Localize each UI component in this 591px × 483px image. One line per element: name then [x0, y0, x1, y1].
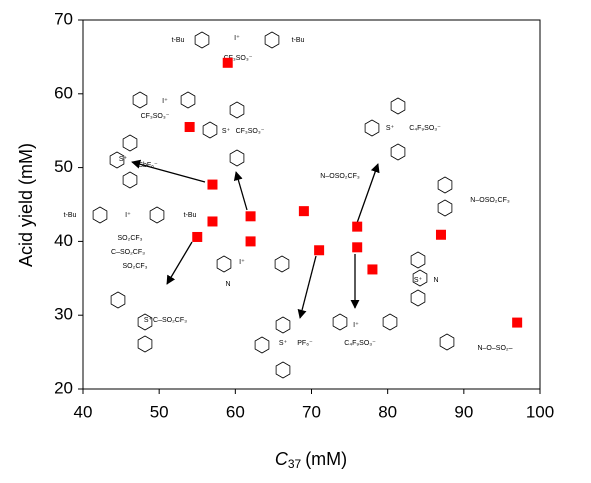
- structure-label: N–OSO₂CF₃: [320, 173, 360, 180]
- structure-ring: [194, 31, 210, 49]
- structure-ring: [229, 101, 245, 119]
- data-point: [245, 211, 256, 222]
- data-point: [245, 236, 256, 247]
- structure-label: S⁺: [119, 156, 128, 163]
- x-tick-label: 100: [526, 402, 554, 421]
- structure-ring: [332, 313, 348, 331]
- structure-label: SO₂CF₃: [122, 263, 147, 270]
- structure-label: t-Bu: [172, 37, 185, 44]
- structure-ring: [264, 31, 280, 49]
- structure-label: I⁺: [239, 259, 245, 266]
- y-tick-label: 30: [54, 305, 73, 324]
- structure-label: N–OSO₂CF₃: [470, 197, 510, 204]
- structure-label: C₄F₉SO₃⁻: [344, 340, 376, 347]
- structure-label: SbF₆⁻: [138, 162, 158, 169]
- structure-ring: [137, 313, 153, 331]
- y-tick-label: 60: [54, 83, 73, 102]
- structure-ring: [149, 206, 165, 224]
- structure-label: t-Bu: [184, 212, 197, 219]
- data-point: [192, 231, 203, 242]
- structure-label: I⁺: [234, 35, 240, 42]
- structure-ring: [390, 97, 406, 115]
- x-tick-label: 70: [302, 402, 321, 421]
- y-axis-label: Acid yield (mM): [16, 143, 36, 267]
- structure-label: I⁺: [162, 98, 168, 105]
- x-label-unit: (mM): [305, 449, 347, 469]
- data-point: [222, 57, 233, 68]
- structure-label: N: [225, 281, 230, 288]
- structure-label: CF₃SO₃⁻: [224, 55, 253, 62]
- data-point: [512, 317, 523, 328]
- structure-label: S⁺: [144, 317, 153, 324]
- structure-ring: [437, 199, 453, 217]
- data-point: [314, 245, 325, 256]
- structure-label: I⁺: [353, 322, 359, 329]
- data-point: [207, 179, 218, 190]
- structure-label: S⁺: [279, 340, 288, 347]
- structure-ring: [216, 255, 232, 273]
- structure-ring: [274, 255, 290, 273]
- structure-ring: [439, 333, 455, 351]
- structure-label: C–SO₂CF₃: [153, 317, 187, 324]
- structure-ring: [137, 335, 153, 353]
- structure-ring: [437, 176, 453, 194]
- structure-label: S⁺: [414, 277, 423, 284]
- y-tick-label: 50: [54, 157, 73, 176]
- structure-ring: [110, 291, 126, 309]
- structure-ring: [364, 119, 380, 137]
- structure-ring: [122, 171, 138, 189]
- structure-label: N: [433, 277, 438, 284]
- structure-label: SO₂CF₃: [117, 235, 142, 242]
- data-point: [367, 264, 378, 275]
- y-tick-label: 40: [54, 231, 73, 250]
- arrows: [131, 159, 380, 319]
- structure-label: C–SO₂CF₃: [111, 249, 145, 256]
- data-point: [298, 206, 309, 217]
- structure-label: t-Bu: [64, 212, 77, 219]
- x-label-subscript: 37: [288, 457, 302, 471]
- x-tick-label: 50: [150, 402, 169, 421]
- data-point: [435, 229, 446, 240]
- x-tick-label: 60: [226, 402, 245, 421]
- y-tick-label: 20: [54, 378, 73, 397]
- x-label-symbol: C: [275, 449, 289, 469]
- data-point: [352, 242, 363, 253]
- structure-ring: [275, 361, 291, 379]
- structure-label: S⁺: [386, 125, 395, 132]
- structure-ring: [412, 269, 428, 287]
- data-point: [184, 122, 195, 133]
- structure-label: N–O–SO₂–: [477, 345, 512, 352]
- structure-ring: [390, 143, 406, 161]
- structure-label: PF₆⁻: [297, 340, 313, 347]
- structure-ring: [229, 149, 245, 167]
- structure-label: CF₃SO₃⁻: [236, 128, 265, 135]
- structure-label: CF₃SO₃⁻: [141, 113, 170, 120]
- structure-ring: [109, 151, 125, 169]
- x-tick-label: 40: [74, 402, 93, 421]
- structure-ring: [202, 121, 218, 139]
- structure-label: t-Bu: [292, 37, 305, 44]
- x-axis-label: C37 (mM): [275, 449, 347, 471]
- y-tick-label: 70: [54, 9, 73, 28]
- structure-label: S⁺: [222, 128, 231, 135]
- structure-ring: [410, 289, 426, 307]
- plot-frame: [82, 19, 541, 390]
- structure-label: C₄F₉SO₃⁻: [409, 125, 441, 132]
- structure-ring: [132, 91, 148, 109]
- data-point: [352, 221, 363, 232]
- data-point: [207, 216, 218, 227]
- structure-ring: [92, 206, 108, 224]
- structure-ring: [254, 336, 270, 354]
- structure-ring: [410, 251, 426, 269]
- structure-ring: [382, 313, 398, 331]
- x-tick-label: 80: [378, 402, 397, 421]
- structure-label: I⁺: [125, 212, 131, 219]
- structure-ring: [275, 316, 291, 334]
- x-tick-label: 90: [454, 402, 473, 421]
- structure-ring: [180, 91, 196, 109]
- structure-ring: [122, 134, 138, 152]
